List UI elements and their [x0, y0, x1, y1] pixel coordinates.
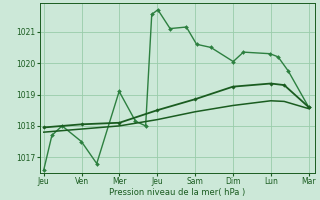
X-axis label: Pression niveau de la mer( hPa ): Pression niveau de la mer( hPa ): [109, 188, 245, 197]
